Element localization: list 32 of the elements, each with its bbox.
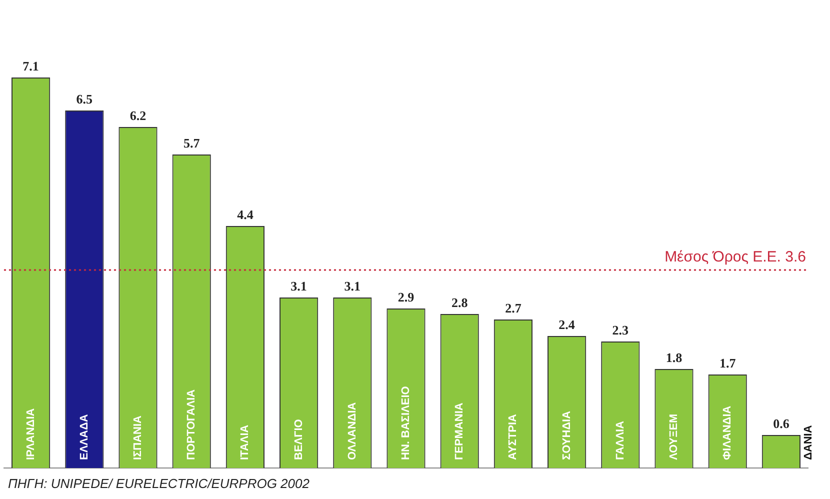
x-tick-label: ΦΙΛΑΝΔΙΑ [722,406,734,460]
x-tick-label: ΙΡΛΑΝΔΙΑ [24,408,37,460]
data-label: 2.7 [505,300,522,316]
data-label: 7.1 [22,58,39,74]
x-tick-label: ΠΟΡΤΟΓΑΛΙΑ [186,389,198,460]
x-tick-label: ΗΝ. ΒΑΣΙΛΕΙΟ [400,386,412,460]
data-label: 2.8 [451,294,468,310]
x-tick-label: ΓΑΛΛΙΑ [614,420,626,460]
x-tick-label: ΙΣΠΑΝΙΑ [132,415,144,460]
x-tick-label: ΕΛΛΑΔΑ [78,414,90,460]
data-label: 4.4 [237,206,254,222]
data-label: 2.3 [612,322,630,338]
data-label: 1.7 [719,355,736,370]
data-label: 6.5 [76,91,94,106]
x-tick-label: ΓΕΡΜΑΝΙΑ [454,402,466,460]
data-label: 1.8 [666,350,683,365]
data-label: 0.6 [773,416,790,431]
data-label: 2.9 [398,289,415,304]
x-tick-label: ΒΕΛΓΙΟ [292,418,305,460]
x-tick-label: ΟΛΛΑΝΔΙΑ [346,402,358,460]
ref-line-label: Μέσος Όρος Ε.Ε. 3.6 [664,248,806,266]
x-tick-label: ΔΑΝΙΑ [802,425,815,460]
x-tick-label: ΣΟΥΗΔΙΑ [560,410,573,460]
text: ΠΗΓΗ: UNIPEDE/ EURELECTRIC/EURPROG 2002 [8,476,310,491]
x-tick-label: ΛΟΥΞΕΜ [668,414,680,460]
x-tick-label: ΙΤΑΛΙΑ [239,424,252,460]
x-tick-label: ΑΥΣΤΡΙΑ [507,414,520,460]
data-label: 3.1 [344,278,361,294]
data-label: 6.2 [130,108,146,123]
data-label: 2.4 [558,316,576,332]
data-label: 5.7 [183,135,200,150]
data-label: 3.1 [290,278,307,294]
